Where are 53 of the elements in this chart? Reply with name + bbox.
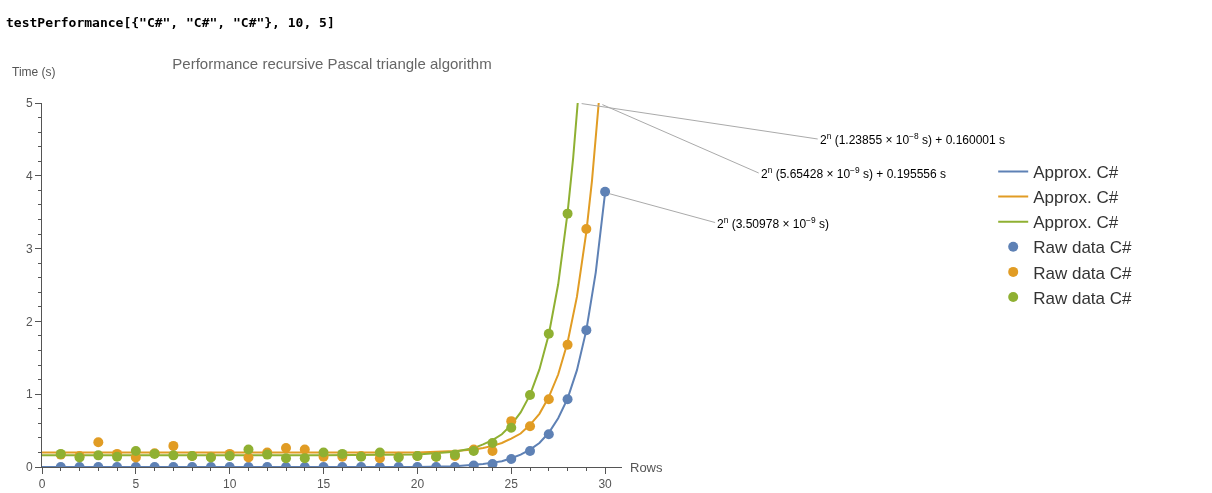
point <box>93 437 104 448</box>
annotation: 2$^{n}$ (3.50978 × 10$^{−9}$ s) <box>717 215 829 232</box>
point <box>600 186 611 197</box>
x-tick-label: 25 <box>504 477 519 492</box>
y-tick-label: 1 <box>25 387 33 402</box>
point <box>506 422 517 433</box>
point <box>487 459 498 467</box>
legend-label: Approx. C# <box>1033 163 1119 183</box>
point <box>299 453 310 464</box>
point <box>562 339 573 350</box>
x-tick-label: 20 <box>410 477 425 492</box>
point <box>130 445 141 456</box>
point <box>581 223 592 234</box>
x-tick-label: 10 <box>223 477 237 492</box>
legend-label: Raw data C# <box>1033 238 1133 258</box>
y-tick-label: 2 <box>25 314 33 329</box>
point <box>243 444 254 455</box>
point <box>525 421 536 432</box>
y-axis-title: Time (s) <box>12 65 56 79</box>
y-tick-label: 4 <box>25 169 33 183</box>
point <box>168 440 179 451</box>
point <box>506 453 517 464</box>
y-tick-label: 5 <box>25 96 33 111</box>
legend-label: Raw data C# <box>1033 288 1133 308</box>
point <box>543 429 554 440</box>
x-tick-label: 15 <box>316 477 331 492</box>
point <box>281 453 292 464</box>
legend-label: Approx. C# <box>1033 213 1119 233</box>
y-tick-label: 0 <box>25 460 33 475</box>
x-tick-label: 30 <box>598 477 613 492</box>
annotation: 2$^{n}$ (1.23855 × 10$^{−8}$ s) + 0.160001 s <box>820 131 1006 148</box>
x-tick-label: 0 <box>38 477 46 492</box>
point <box>318 447 329 458</box>
x-tick-label: 5 <box>132 477 140 492</box>
point <box>562 394 573 405</box>
chart-title: Performance recursive Pascal triangle algorithm <box>172 55 492 73</box>
point <box>543 394 554 405</box>
y-tick-label: 3 <box>25 241 33 256</box>
point <box>487 437 498 448</box>
text: testPerformance[{"C#", "C#", "C#"}, 10, 5] <box>6 15 335 30</box>
annotation: 2$^{n}$ (5.65428 × 10$^{−9}$ s) + 0.195556 s <box>761 165 947 182</box>
legend-label: Approx. C# <box>1033 188 1119 208</box>
point <box>299 444 310 455</box>
point <box>93 450 104 461</box>
point <box>374 447 385 458</box>
point <box>581 325 592 336</box>
point <box>525 389 536 400</box>
point <box>525 445 536 456</box>
point <box>168 450 179 461</box>
point <box>562 208 573 219</box>
point <box>543 328 554 339</box>
legend-label: Raw data C# <box>1033 263 1133 283</box>
x-axis-title: Rows <box>630 460 664 475</box>
